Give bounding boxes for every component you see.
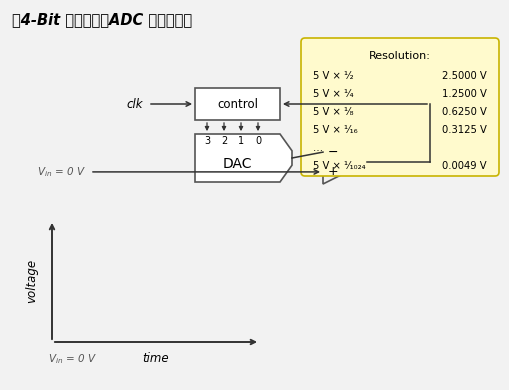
Text: 1: 1 <box>238 136 244 146</box>
Text: DAC: DAC <box>223 157 252 171</box>
Text: control: control <box>217 98 258 110</box>
Text: 3: 3 <box>204 136 210 146</box>
Text: 5 V × ¹⁄₈: 5 V × ¹⁄₈ <box>313 107 353 117</box>
Text: voltage: voltage <box>25 259 39 303</box>
Text: clk: clk <box>127 98 143 110</box>
Text: Resolution:: Resolution: <box>369 51 431 61</box>
Text: 5 V × ¹⁄₁₆: 5 V × ¹⁄₁₆ <box>313 125 358 135</box>
Text: time: time <box>143 351 169 365</box>
Text: −: − <box>328 145 338 159</box>
Text: 2.5000 V: 2.5000 V <box>442 71 487 81</box>
FancyBboxPatch shape <box>195 88 280 120</box>
Text: 0.3125 V: 0.3125 V <box>442 125 487 135</box>
Text: $V_{in}$ = 0 V: $V_{in}$ = 0 V <box>37 165 86 179</box>
Text: 1.2500 V: 1.2500 V <box>442 89 487 99</box>
Text: 5 V × ¹⁄₁₀₂₄: 5 V × ¹⁄₁₀₂₄ <box>313 161 365 171</box>
Text: …: … <box>313 143 323 153</box>
Text: 2: 2 <box>221 136 227 146</box>
Text: 5 V × ¹⁄₄: 5 V × ¹⁄₄ <box>313 89 354 99</box>
Text: 5 V × ¹⁄₂: 5 V × ¹⁄₂ <box>313 71 354 81</box>
FancyBboxPatch shape <box>301 38 499 176</box>
Text: 0: 0 <box>255 136 261 146</box>
Text: 以4-Bit 逐次逼近型ADC 举个栗子：: 以4-Bit 逐次逼近型ADC 举个栗子： <box>12 12 192 27</box>
Text: 0.0049 V: 0.0049 V <box>442 161 487 171</box>
Text: +: + <box>328 165 338 178</box>
Text: 0.6250 V: 0.6250 V <box>442 107 487 117</box>
Text: $V_{in}$ = 0 V: $V_{in}$ = 0 V <box>48 352 97 366</box>
Polygon shape <box>195 134 292 182</box>
